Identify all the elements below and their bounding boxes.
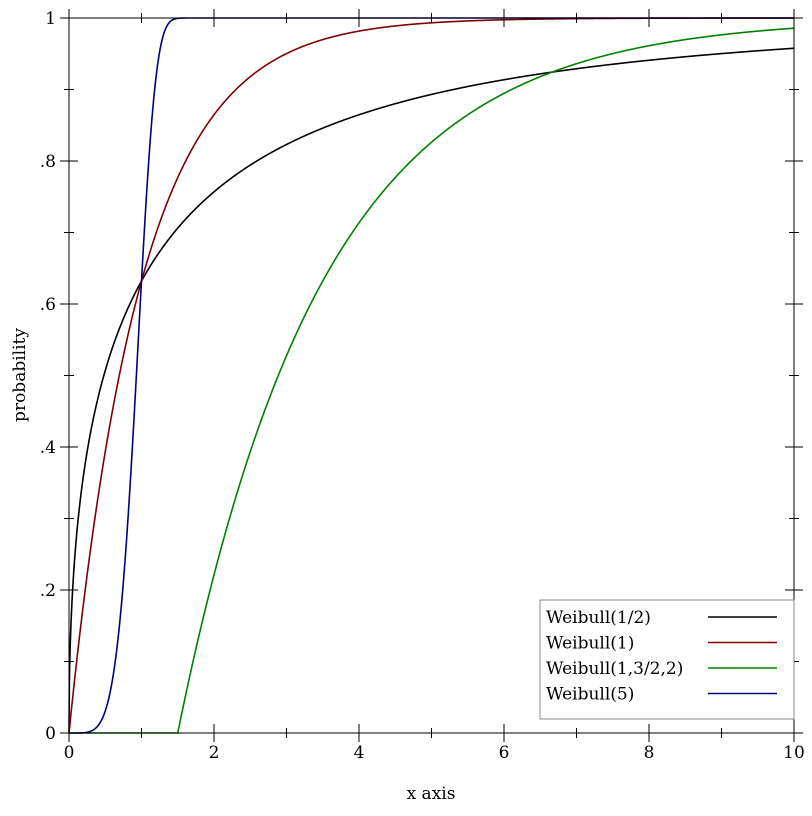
x-tick-label: 4 [354, 743, 365, 763]
x-tick-label: 0 [64, 743, 75, 763]
series-line-2 [69, 27, 795, 734]
y-axis-label: probability [10, 328, 30, 422]
legend: Weibull(1/2) Weibull(1) Weibull(1,3/2,2) We… [539, 599, 795, 720]
legend-box [539, 599, 795, 720]
x-tick-label: 6 [499, 743, 510, 763]
legend-label: Weibull(1/2) [546, 608, 651, 628]
y-tick-label: .2 [40, 581, 56, 601]
series-line-0 [68, 47, 795, 734]
x-tick-label: 8 [644, 743, 655, 763]
legend-label: Weibull(1,3/2,2) [546, 659, 683, 679]
y-tick-label: 1 [45, 9, 56, 29]
x-tick-label: 2 [209, 743, 220, 763]
y-tick-label: .4 [40, 438, 56, 458]
y-tick-label: 0 [45, 724, 56, 744]
x-tick-label: 10 [783, 743, 805, 763]
y-tick-label: .6 [40, 295, 56, 315]
y-tick-label: .8 [40, 152, 56, 172]
legend-label: Weibull(5) [546, 685, 634, 705]
legend-label: Weibull(1) [546, 634, 634, 654]
x-axis-label: x axis [407, 784, 456, 804]
